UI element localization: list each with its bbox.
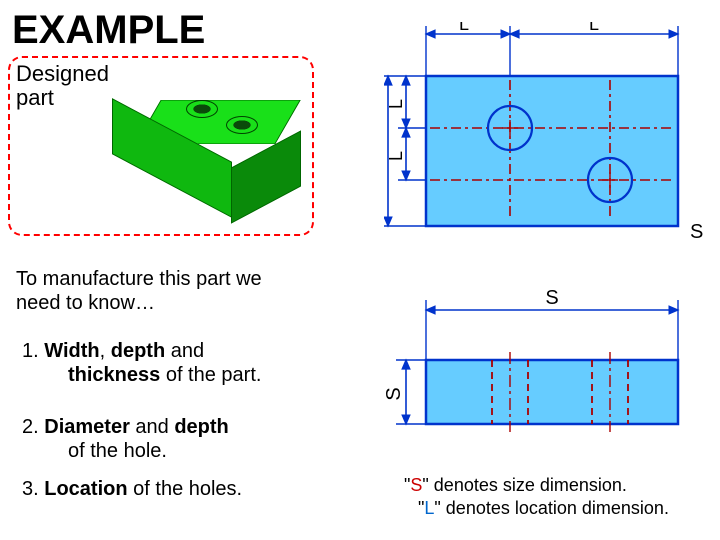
- plan-rect: [426, 76, 678, 226]
- iso-side-face: [231, 130, 301, 223]
- dim-label: L: [386, 99, 406, 109]
- dim-label: S: [384, 148, 388, 160]
- designed-part-label: Designed part: [16, 62, 109, 110]
- legend-text: "S" denotes size dimension. "L" denotes …: [404, 474, 669, 519]
- list-item-1: 1. Width, depth and thickness of the par…: [22, 340, 302, 387]
- list-item-2: 2. Diameter and depth of the hole.: [22, 416, 302, 463]
- dim-label-s-br: S: [690, 221, 703, 242]
- page-title: EXAMPLE: [12, 8, 205, 53]
- plan-view: L L L L S S: [384, 22, 698, 234]
- dim-label: L: [386, 151, 406, 161]
- isometric-part: [130, 76, 300, 226]
- dim-label: L: [589, 22, 599, 34]
- side-rect: [426, 360, 678, 424]
- list-item-3: 3. Location of the holes.: [22, 478, 302, 502]
- dim-label: S: [545, 287, 558, 309]
- dim-label: L: [459, 22, 469, 34]
- dim-label: S: [384, 387, 405, 400]
- iso-hole-2: [226, 116, 258, 134]
- manufacture-text: To manufacture this part we need to know…: [16, 268, 296, 315]
- side-view: S S: [384, 284, 698, 454]
- iso-hole-1: [186, 100, 218, 118]
